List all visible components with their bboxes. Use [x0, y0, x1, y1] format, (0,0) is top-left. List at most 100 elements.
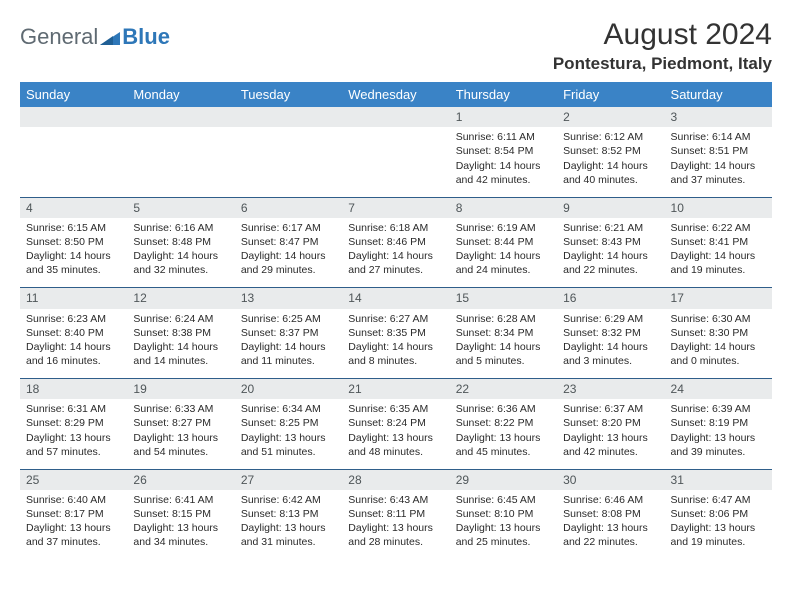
day-content-cell: Sunrise: 6:36 AMSunset: 8:22 PMDaylight:…	[450, 399, 557, 469]
day-number-cell: 11	[20, 288, 127, 309]
day-number-cell: 20	[235, 379, 342, 400]
day-info-line: Sunset: 8:46 PM	[348, 235, 443, 249]
day-number-cell: 21	[342, 379, 449, 400]
day-header: Monday	[127, 82, 234, 107]
day-content-cell: Sunrise: 6:27 AMSunset: 8:35 PMDaylight:…	[342, 309, 449, 379]
day-info-line: Daylight: 14 hours and 8 minutes.	[348, 340, 443, 368]
day-info-line: Sunset: 8:32 PM	[563, 326, 658, 340]
day-info-line: Daylight: 13 hours and 28 minutes.	[348, 521, 443, 549]
day-number-cell: 19	[127, 379, 234, 400]
day-info-line: Daylight: 14 hours and 40 minutes.	[563, 159, 658, 187]
calendar-table: SundayMondayTuesdayWednesdayThursdayFrid…	[20, 82, 772, 560]
day-info-line: Sunrise: 6:28 AM	[456, 312, 551, 326]
logo-text-blue: Blue	[122, 24, 170, 50]
day-number-cell: 18	[20, 379, 127, 400]
day-info-line: Daylight: 13 hours and 51 minutes.	[241, 431, 336, 459]
day-number-cell: 8	[450, 197, 557, 218]
day-info-line: Daylight: 13 hours and 37 minutes.	[26, 521, 121, 549]
day-number-cell: 13	[235, 288, 342, 309]
day-info-line: Daylight: 14 hours and 22 minutes.	[563, 249, 658, 277]
day-info-line: Daylight: 13 hours and 54 minutes.	[133, 431, 228, 459]
day-content-cell: Sunrise: 6:16 AMSunset: 8:48 PMDaylight:…	[127, 218, 234, 288]
day-info-line: Sunrise: 6:29 AM	[563, 312, 658, 326]
day-info-line: Daylight: 13 hours and 19 minutes.	[671, 521, 766, 549]
day-header-row: SundayMondayTuesdayWednesdayThursdayFrid…	[20, 82, 772, 107]
day-content-cell: Sunrise: 6:17 AMSunset: 8:47 PMDaylight:…	[235, 218, 342, 288]
day-content-cell	[235, 127, 342, 197]
day-info-line: Sunset: 8:50 PM	[26, 235, 121, 249]
day-info-line: Sunset: 8:22 PM	[456, 416, 551, 430]
day-info-line: Sunrise: 6:30 AM	[671, 312, 766, 326]
day-info-line: Sunrise: 6:42 AM	[241, 493, 336, 507]
day-info-line: Daylight: 13 hours and 31 minutes.	[241, 521, 336, 549]
day-number-cell: 27	[235, 469, 342, 490]
day-info-line: Sunset: 8:54 PM	[456, 144, 551, 158]
day-number-cell: 3	[665, 107, 772, 127]
day-number-cell	[127, 107, 234, 127]
day-info-line: Sunrise: 6:31 AM	[26, 402, 121, 416]
day-info-line: Sunrise: 6:21 AM	[563, 221, 658, 235]
day-content-cell	[20, 127, 127, 197]
day-content-cell: Sunrise: 6:25 AMSunset: 8:37 PMDaylight:…	[235, 309, 342, 379]
day-number-row: 45678910	[20, 197, 772, 218]
day-info-line: Sunrise: 6:16 AM	[133, 221, 228, 235]
location-subtitle: Pontestura, Piedmont, Italy	[553, 54, 772, 74]
day-number-cell: 6	[235, 197, 342, 218]
day-number-cell	[235, 107, 342, 127]
day-info-line: Sunrise: 6:39 AM	[671, 402, 766, 416]
day-info-line: Sunrise: 6:36 AM	[456, 402, 551, 416]
day-number-cell: 24	[665, 379, 772, 400]
day-info-line: Daylight: 13 hours and 57 minutes.	[26, 431, 121, 459]
day-info-line: Sunrise: 6:45 AM	[456, 493, 551, 507]
day-number-cell: 23	[557, 379, 664, 400]
day-header: Friday	[557, 82, 664, 107]
day-number-cell: 7	[342, 197, 449, 218]
day-info-line: Sunset: 8:34 PM	[456, 326, 551, 340]
day-info-line: Daylight: 14 hours and 5 minutes.	[456, 340, 551, 368]
day-content-cell: Sunrise: 6:41 AMSunset: 8:15 PMDaylight:…	[127, 490, 234, 560]
day-info-line: Sunset: 8:35 PM	[348, 326, 443, 340]
day-info-line: Daylight: 14 hours and 3 minutes.	[563, 340, 658, 368]
day-info-line: Sunrise: 6:41 AM	[133, 493, 228, 507]
day-number-row: 123	[20, 107, 772, 127]
header: General Blue August 2024 Pontestura, Pie…	[20, 18, 772, 74]
day-info-line: Daylight: 14 hours and 19 minutes.	[671, 249, 766, 277]
day-header: Saturday	[665, 82, 772, 107]
day-content-cell: Sunrise: 6:24 AMSunset: 8:38 PMDaylight:…	[127, 309, 234, 379]
day-number-row: 18192021222324	[20, 379, 772, 400]
day-info-line: Sunset: 8:41 PM	[671, 235, 766, 249]
day-number-cell: 17	[665, 288, 772, 309]
day-info-line: Sunset: 8:47 PM	[241, 235, 336, 249]
day-info-line: Daylight: 13 hours and 48 minutes.	[348, 431, 443, 459]
day-content-cell	[342, 127, 449, 197]
day-content-cell: Sunrise: 6:45 AMSunset: 8:10 PMDaylight:…	[450, 490, 557, 560]
day-info-line: Sunset: 8:29 PM	[26, 416, 121, 430]
day-info-line: Sunrise: 6:25 AM	[241, 312, 336, 326]
day-info-line: Sunset: 8:30 PM	[671, 326, 766, 340]
day-number-cell: 1	[450, 107, 557, 127]
day-content-cell: Sunrise: 6:22 AMSunset: 8:41 PMDaylight:…	[665, 218, 772, 288]
day-number-cell: 31	[665, 469, 772, 490]
day-content-cell: Sunrise: 6:14 AMSunset: 8:51 PMDaylight:…	[665, 127, 772, 197]
day-info-line: Sunset: 8:20 PM	[563, 416, 658, 430]
day-info-line: Sunset: 8:52 PM	[563, 144, 658, 158]
day-info-line: Sunrise: 6:46 AM	[563, 493, 658, 507]
day-number-cell: 2	[557, 107, 664, 127]
day-content-row: Sunrise: 6:40 AMSunset: 8:17 PMDaylight:…	[20, 490, 772, 560]
day-content-cell	[127, 127, 234, 197]
day-content-row: Sunrise: 6:31 AMSunset: 8:29 PMDaylight:…	[20, 399, 772, 469]
logo-text-general: General	[20, 24, 98, 50]
day-info-line: Daylight: 14 hours and 16 minutes.	[26, 340, 121, 368]
day-info-line: Sunset: 8:37 PM	[241, 326, 336, 340]
day-number-row: 25262728293031	[20, 469, 772, 490]
day-number-cell: 22	[450, 379, 557, 400]
day-content-row: Sunrise: 6:15 AMSunset: 8:50 PMDaylight:…	[20, 218, 772, 288]
day-info-line: Daylight: 13 hours and 34 minutes.	[133, 521, 228, 549]
day-info-line: Sunrise: 6:43 AM	[348, 493, 443, 507]
day-content-cell: Sunrise: 6:42 AMSunset: 8:13 PMDaylight:…	[235, 490, 342, 560]
day-info-line: Sunset: 8:11 PM	[348, 507, 443, 521]
day-header: Wednesday	[342, 82, 449, 107]
day-info-line: Daylight: 14 hours and 14 minutes.	[133, 340, 228, 368]
day-info-line: Sunset: 8:25 PM	[241, 416, 336, 430]
day-header: Sunday	[20, 82, 127, 107]
